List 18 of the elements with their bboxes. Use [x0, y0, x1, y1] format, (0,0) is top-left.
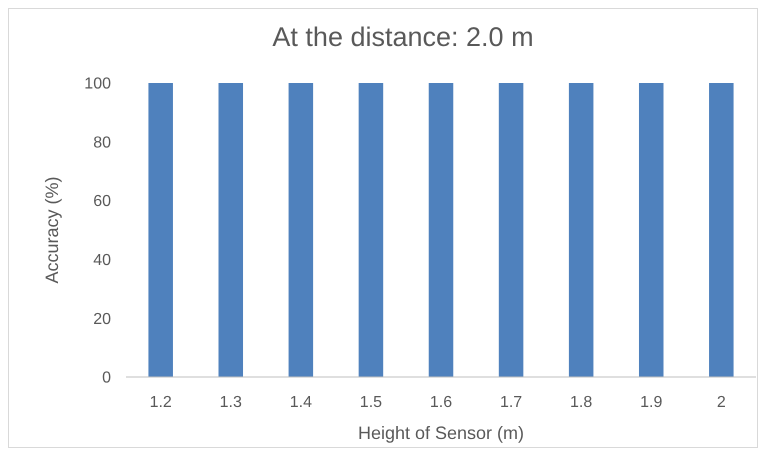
y-tick-label: 80 — [93, 134, 112, 152]
y-axis-title: Accuracy (%) — [42, 176, 62, 284]
x-tick-label: 1.2 — [150, 394, 172, 411]
x-tick-label: 1.9 — [640, 394, 662, 411]
chart-title: At the distance: 2.0 m — [272, 22, 534, 52]
y-tick-label: 100 — [84, 76, 112, 93]
x-tick-label: 1.8 — [570, 394, 592, 411]
y-tick-label: 60 — [93, 193, 112, 210]
x-tick-label: 1.6 — [430, 394, 452, 411]
x-tick-label: 1.7 — [500, 394, 522, 411]
x-tick-label: 1.3 — [220, 394, 242, 411]
x-tick-label: 1.4 — [290, 394, 312, 411]
x-tick-label: 2 — [716, 394, 726, 411]
y-tick-label: 20 — [93, 310, 112, 328]
x-tick-label: 1.5 — [360, 394, 382, 411]
y-tick-label: 0 — [102, 370, 112, 387]
x-axis-title: Height of Sensor (m) — [358, 423, 524, 443]
y-tick-label: 40 — [93, 252, 112, 269]
